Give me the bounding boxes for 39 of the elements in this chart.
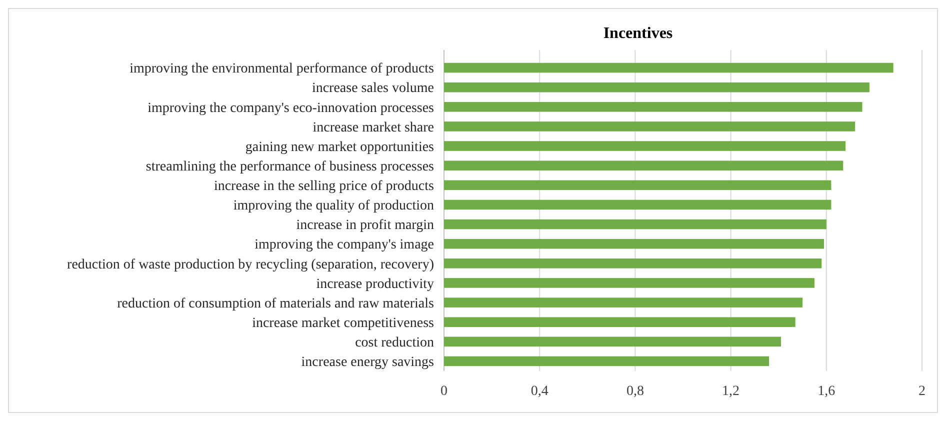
y-tick-label: streamlining the performance of business processes bbox=[146, 159, 434, 174]
bar bbox=[444, 102, 862, 112]
bar bbox=[444, 356, 770, 366]
x-tick-label: 2 bbox=[918, 384, 926, 399]
x-tick-label: 0 bbox=[440, 384, 448, 399]
bar bbox=[444, 278, 814, 288]
bar bbox=[444, 180, 832, 190]
y-tick-label: improving the environmental performance of products bbox=[130, 62, 434, 77]
y-tick-label: improving the quality of production bbox=[233, 198, 434, 214]
x-tick-label: 0,4 bbox=[530, 384, 548, 399]
y-tick-label: reduction of consumption of materials and raw materials bbox=[117, 296, 434, 312]
y-tick-label: gaining new market opportunities bbox=[245, 140, 434, 155]
x-tick-label: 0,8 bbox=[626, 384, 644, 399]
y-tick-label: increase in profit margin bbox=[296, 218, 434, 234]
y-tick-label: increase in the selling price of products bbox=[214, 179, 434, 194]
y-tick-label: increase market share bbox=[312, 120, 434, 136]
bar bbox=[444, 298, 802, 308]
bar bbox=[444, 141, 846, 151]
bar bbox=[444, 160, 844, 170]
bar bbox=[444, 82, 870, 92]
bar bbox=[444, 336, 781, 347]
bar bbox=[444, 317, 796, 327]
bar bbox=[444, 238, 824, 249]
y-tick-label: increase market competitiveness bbox=[252, 316, 434, 331]
bar bbox=[444, 219, 826, 230]
y-tick-label: increase energy savings bbox=[301, 355, 434, 370]
bar bbox=[444, 122, 856, 132]
y-tick-label: increase productivity bbox=[316, 276, 434, 292]
y-tick-label: reduction of waste production by recycling (separation, recovery) bbox=[67, 257, 434, 272]
y-tick-label: increase sales volume bbox=[312, 81, 434, 96]
x-tick-label: 1,2 bbox=[722, 384, 740, 399]
bar bbox=[444, 258, 822, 268]
x-tick-label: 1,6 bbox=[818, 384, 836, 399]
y-tick-label: cost reduction bbox=[355, 336, 434, 351]
bar bbox=[444, 62, 894, 73]
chart-title: Incentives bbox=[603, 25, 673, 42]
y-tick-label: improving the company's eco-innovation processes bbox=[148, 100, 434, 116]
y-tick-label: improving the company's image bbox=[254, 238, 434, 253]
bar bbox=[444, 200, 832, 210]
